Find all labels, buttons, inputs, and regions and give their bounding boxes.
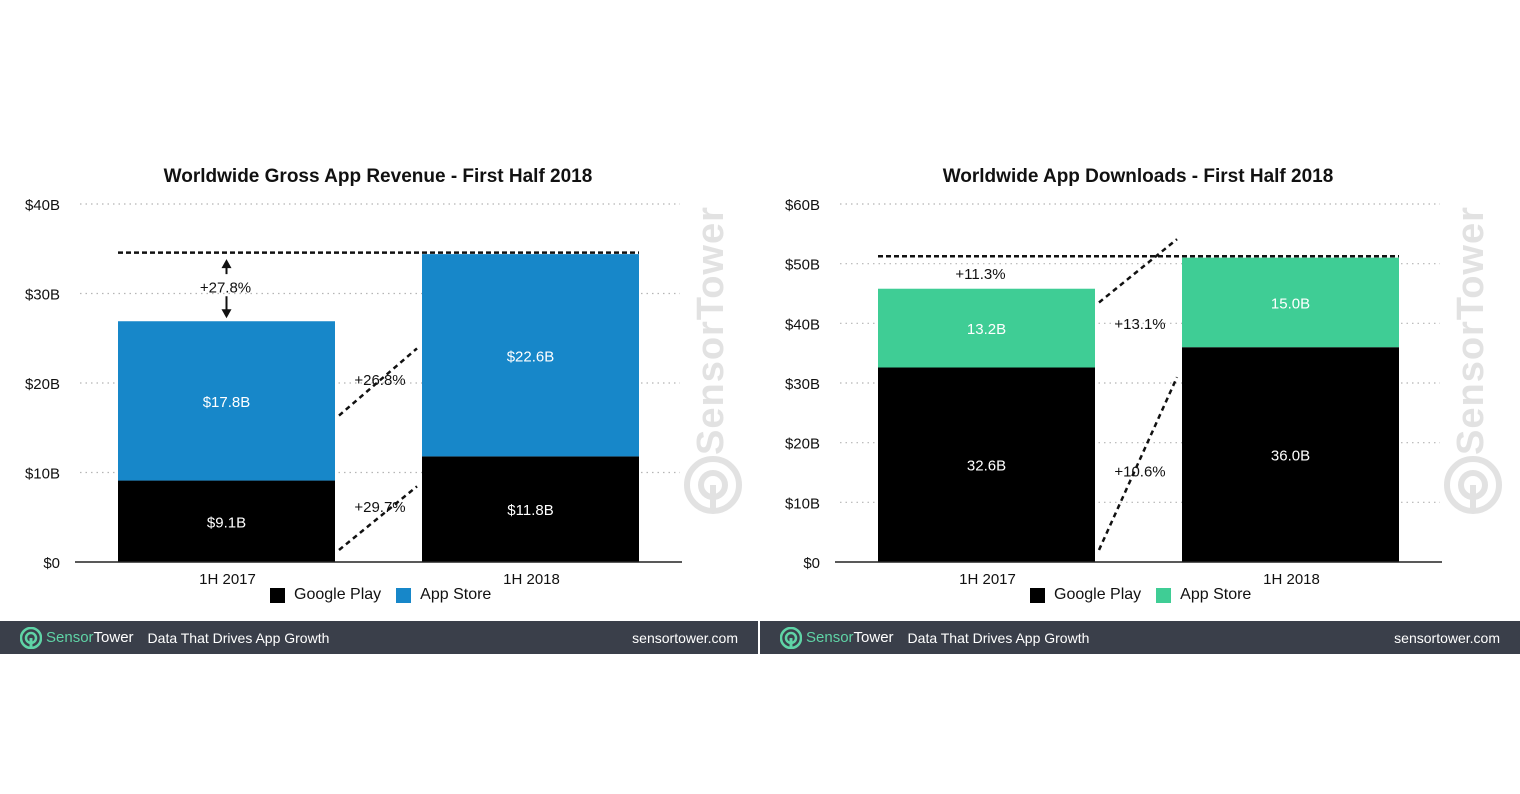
- y-tick-label: $10B: [785, 495, 820, 512]
- y-tick-label: $20B: [25, 376, 60, 393]
- downloads-chart: Worldwide App Downloads - First Half 201…: [785, 166, 1502, 588]
- y-tick-label: $0: [803, 555, 820, 572]
- legend-label-google-play: Google Play: [1054, 586, 1142, 603]
- growth-label-app-store: +26.8%: [354, 372, 405, 389]
- legend-label-app-store: App Store: [420, 586, 492, 603]
- footer-tagline: Data That Drives App Growth: [907, 629, 1090, 646]
- connector-app-store: [338, 347, 418, 417]
- connector-google-play: [1097, 376, 1179, 551]
- footer-bar: SensorTower Data That Drives App Growth …: [0, 621, 758, 654]
- chart-title: Worldwide Gross App Revenue - First Half…: [164, 166, 593, 187]
- downloads-legend: Google Play App Store: [1030, 586, 1266, 604]
- legend-swatch-google-play: [270, 587, 285, 603]
- revenue-chart: Worldwide Gross App Revenue - First Half…: [25, 166, 742, 588]
- y-tick-label: $40B: [25, 197, 60, 214]
- x-tick-label: 1H 2018: [503, 571, 560, 588]
- growth-label-app-store: +13.1%: [1114, 316, 1165, 333]
- bar-google-play: [878, 367, 1095, 562]
- footer-tagline: Data That Drives App Growth: [147, 629, 330, 646]
- bar-google-play: [422, 456, 639, 562]
- y-tick-label: $30B: [785, 376, 820, 393]
- x-tick-label: 1H 2017: [959, 571, 1016, 588]
- watermark-logo-stem: [1470, 485, 1476, 513]
- growth-label-google-play: +10.6%: [1114, 463, 1165, 480]
- data-label-app-store: 13.2B: [967, 321, 1006, 338]
- growth-label-total: +11.3%: [955, 266, 1005, 283]
- y-tick-label: $30B: [25, 287, 60, 304]
- chart-title: Worldwide App Downloads - First Half 201…: [943, 166, 1334, 187]
- revenue-chart-panel: Worldwide Gross App Revenue - First Half…: [0, 166, 758, 654]
- legend-swatch-google-play: [1030, 587, 1045, 603]
- y-tick-label: $50B: [785, 257, 820, 274]
- revenue-legend: Google Play App Store: [270, 586, 506, 604]
- legend-swatch-app-store: [396, 587, 412, 603]
- data-label-app-store: 15.0B: [1271, 295, 1310, 312]
- footer-site-link[interactable]: sensortower.com: [1394, 629, 1500, 646]
- y-tick-label: $60B: [785, 197, 820, 214]
- y-tick-label: $40B: [785, 316, 820, 333]
- growth-label-total: +27.8%: [200, 280, 251, 297]
- bar-google-play: [1182, 347, 1399, 562]
- growth-label-google-play: +29.7%: [354, 499, 405, 516]
- data-label-google-play: $9.1B: [207, 514, 246, 531]
- watermark-logo-stem: [710, 485, 716, 513]
- connector-app-store: [1098, 238, 1178, 304]
- bar-app-store: [118, 321, 335, 481]
- bar-app-store: [422, 254, 639, 457]
- legend-google-play: Google Play: [1030, 586, 1141, 604]
- watermark-text: SensorTower: [1450, 206, 1492, 455]
- footer-site-link[interactable]: sensortower.com: [632, 629, 738, 646]
- footer-logo: SensorTower: [780, 626, 894, 649]
- legend-app-store: App Store: [1156, 586, 1251, 604]
- sensortower-logo-icon: [780, 626, 802, 649]
- data-label-google-play: 32.6B: [967, 458, 1006, 475]
- legend-google-play: Google Play: [270, 586, 381, 604]
- footer-bar: SensorTower Data That Drives App Growth …: [760, 621, 1520, 654]
- footer-brand: SensorTower: [806, 629, 894, 646]
- y-tick-label: $0: [43, 555, 60, 572]
- arrow-head-up: [221, 259, 232, 269]
- footer-logo: SensorTower: [20, 626, 134, 649]
- sensortower-logo-icon: [20, 626, 42, 649]
- legend-label-google-play: Google Play: [294, 586, 382, 603]
- watermark-text: SensorTower: [690, 206, 732, 455]
- y-tick-label: $10B: [25, 466, 60, 483]
- legend-app-store: App Store: [396, 586, 491, 604]
- legend-swatch-app-store: [1156, 587, 1172, 603]
- y-tick-label: $20B: [785, 436, 820, 453]
- data-label-app-store: $17.8B: [203, 394, 251, 411]
- footer-brand: SensorTower: [46, 629, 134, 646]
- bar-app-store: [1182, 257, 1399, 348]
- bar-app-store: [878, 288, 1095, 368]
- x-tick-label: 1H 2018: [1263, 571, 1320, 588]
- data-label-google-play: 36.0B: [1271, 448, 1310, 465]
- bar-google-play: [118, 480, 335, 562]
- connector-google-play: [338, 485, 418, 551]
- downloads-chart-panel: Worldwide App Downloads - First Half 201…: [760, 0, 1520, 794]
- arrow-head-down: [221, 309, 232, 319]
- data-label-google-play: $11.8B: [507, 502, 553, 519]
- x-tick-label: 1H 2017: [199, 571, 256, 588]
- data-label-app-store: $22.6B: [507, 348, 555, 365]
- legend-label-app-store: App Store: [1180, 586, 1252, 603]
